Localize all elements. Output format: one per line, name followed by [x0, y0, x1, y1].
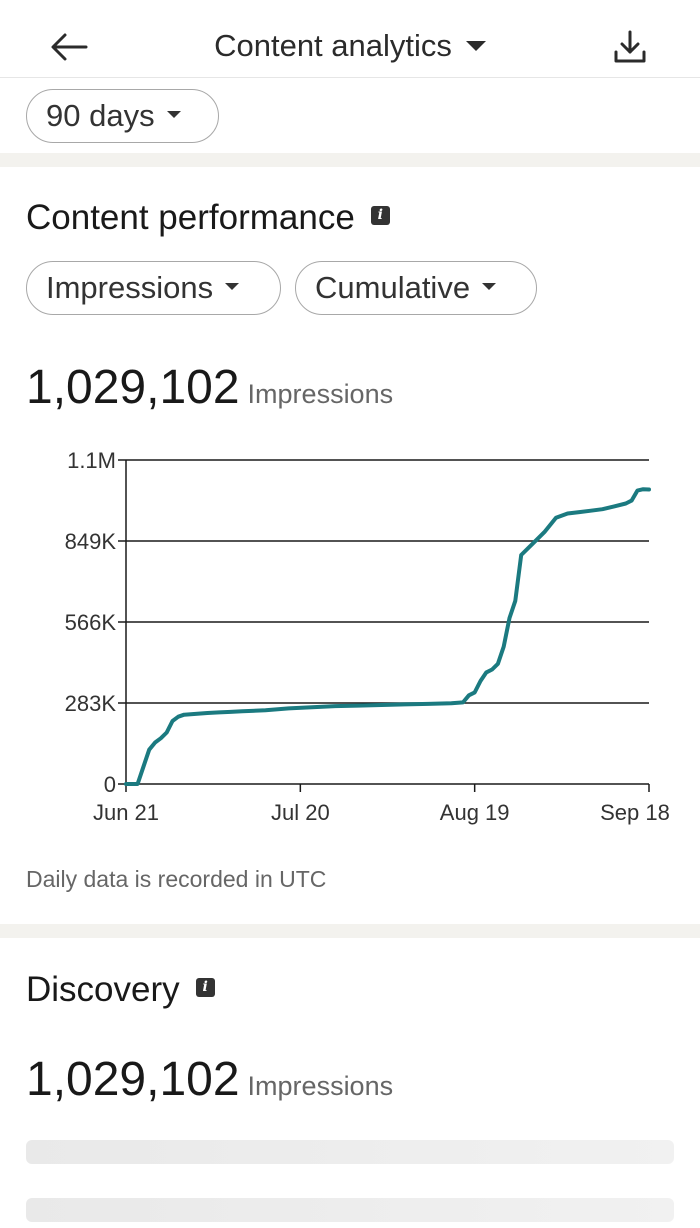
back-button[interactable]: [48, 26, 92, 70]
page-title: Content analytics: [214, 28, 452, 63]
y-tick-label: 283K: [65, 691, 117, 716]
loading-placeholder: [26, 1198, 674, 1222]
y-tick-label: 849K: [65, 529, 117, 554]
range-filter-label: 90 days: [46, 98, 155, 133]
top-bar: Content analytics: [0, 0, 700, 78]
discovery-total: 1,029,102 Impressions: [26, 1052, 393, 1107]
content-performance-heading: Content performance i: [26, 198, 390, 238]
arrow-left-icon: [51, 33, 88, 61]
download-button[interactable]: [612, 28, 648, 68]
section-title-text: Discovery: [26, 970, 180, 1009]
caret-down-icon: [166, 111, 181, 119]
x-tick-label: Sep 18: [600, 800, 670, 825]
metric-filter-button[interactable]: Impressions: [26, 261, 281, 315]
mode-filter-button[interactable]: Cumulative: [295, 261, 537, 315]
x-tick-label: Jun 21: [93, 800, 159, 825]
range-filter-button[interactable]: 90 days: [26, 89, 219, 143]
download-icon: [614, 30, 646, 63]
y-tick-label: 566K: [65, 610, 117, 635]
impressions-line-chart: 0 283K 566K 849K 1.1M Jun 21 Jul 20 Aug 19 Sep 1…: [65, 448, 670, 825]
x-tick-label: Aug 19: [440, 800, 510, 825]
x-tick-label: Jul 20: [271, 800, 330, 825]
discovery-total-value: 1,029,102: [26, 1053, 240, 1106]
caret-down-icon: [482, 283, 497, 291]
caret-down-icon: [225, 283, 240, 291]
section-divider: [0, 153, 700, 167]
y-tick-label: 1.1M: [67, 448, 116, 473]
discovery-heading: Discovery i: [26, 970, 215, 1010]
metric-filter-label: Impressions: [46, 270, 214, 305]
section-divider: [0, 924, 700, 938]
loading-placeholder: [26, 1140, 674, 1164]
page-title-dropdown[interactable]: Content analytics: [0, 28, 700, 64]
impressions-total: 1,029,102 Impressions: [26, 360, 393, 415]
impressions-total-value: 1,029,102: [26, 361, 240, 414]
utc-footnote: Daily data is recorded in UTC: [26, 866, 327, 892]
section-title-text: Content performance: [26, 198, 355, 237]
impressions-unit: Impressions: [247, 379, 394, 409]
mode-filter-label: Cumulative: [315, 270, 471, 305]
info-icon[interactable]: i: [370, 206, 390, 226]
info-icon[interactable]: i: [195, 978, 215, 998]
impressions-series-line: [124, 487, 651, 786]
chevron-down-icon: [465, 41, 486, 51]
y-tick-label: 0: [104, 772, 116, 797]
discovery-unit: Impressions: [247, 1071, 394, 1101]
